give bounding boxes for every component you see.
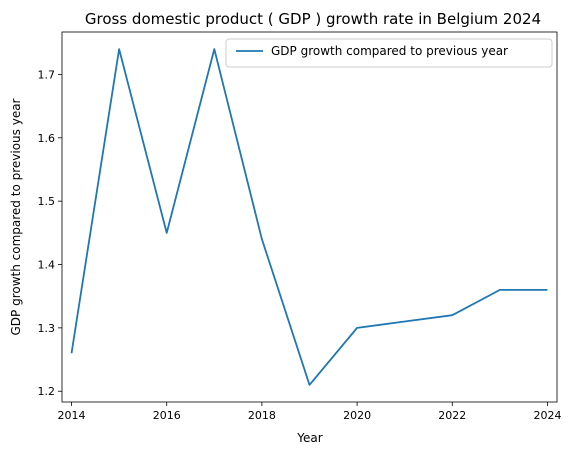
- x-tick-label: 2018: [248, 409, 276, 422]
- y-axis-label: GDP growth compared to previous year: [9, 98, 23, 335]
- x-axis: 2014 2016 2018 2020 2022 2024: [58, 402, 561, 422]
- chart-title: Gross domestic product ( GDP ) growth ra…: [85, 10, 541, 28]
- y-tick-label: 1.7: [38, 68, 56, 81]
- series-layer: [70, 48, 548, 386]
- y-tick-label: 1.4: [38, 259, 56, 272]
- x-tick-label: 2016: [153, 409, 181, 422]
- plot-area: 2014 2016 2018 2020 2022 2024 1.2 1.3 1.4 1.5 1.6…: [38, 31, 561, 422]
- y-axis: 1.2 1.3 1.4 1.5 1.6 1.7: [38, 68, 62, 398]
- y-tick-label: 1.3: [38, 322, 56, 335]
- legend-entry-label: GDP growth compared to previous year: [271, 44, 508, 58]
- y-tick-label: 1.2: [38, 385, 56, 398]
- x-tick-label: 2022: [438, 409, 466, 422]
- y-tick-label: 1.5: [38, 195, 56, 208]
- x-tick-label: 2024: [533, 409, 561, 422]
- x-tick-label: 2020: [343, 409, 371, 422]
- legend-box: [225, 38, 553, 68]
- axes-frame: [61, 31, 558, 403]
- series-line-0: [70, 48, 548, 386]
- y-tick-label: 1.6: [38, 132, 56, 145]
- legend: GDP growth compared to previous year: [225, 38, 553, 68]
- x-tick-label: 2014: [58, 409, 86, 422]
- x-axis-label: Year: [296, 431, 322, 445]
